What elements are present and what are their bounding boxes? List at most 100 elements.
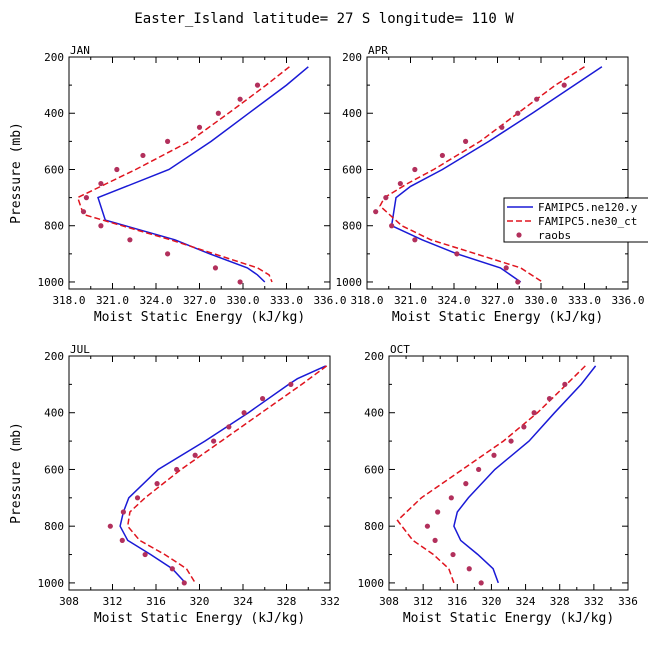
x-tick-label: 336.0 [611, 294, 644, 307]
data-point [192, 452, 198, 458]
data-point [562, 381, 568, 387]
data-point [215, 110, 221, 116]
panel-label: JAN [70, 44, 90, 57]
series-line-solid [97, 66, 309, 283]
x-tick-label: 324.0 [139, 294, 172, 307]
data-point [212, 265, 219, 271]
y-tick-label: 200 [44, 51, 64, 64]
panel-label: JUL [70, 343, 90, 356]
data-point [196, 124, 203, 130]
y-tick-label: 1000 [38, 577, 65, 590]
data-point [478, 580, 484, 586]
data-point [98, 223, 104, 229]
legend-box [503, 197, 648, 243]
data-point [119, 537, 125, 543]
panel-label: APR [368, 44, 388, 57]
x-tick-label: 321.0 [394, 294, 427, 307]
data-point [154, 481, 160, 487]
data-point [134, 495, 141, 501]
data-point [561, 82, 567, 88]
series-line-dashed [396, 365, 586, 584]
plot-frame [68, 56, 331, 290]
data-point [80, 209, 87, 215]
panel-label: OCT [390, 343, 410, 356]
data-point [127, 237, 133, 243]
data-point [515, 279, 521, 285]
x-tick-label: 308 [379, 595, 399, 608]
panel-jul: JUL 200 400 600 800 1000 308 312 316 320 324 328 332… [9, 343, 340, 626]
x-tick-label: 333.0 [270, 294, 303, 307]
x-tick-label: 333.0 [568, 294, 601, 307]
data-point [546, 395, 553, 402]
data-point [531, 410, 537, 416]
data-point [114, 166, 120, 173]
y-tick-label: 600 [364, 463, 384, 476]
y-tick-label: 1000 [336, 276, 363, 289]
series-line-solid [390, 66, 603, 283]
data-point [491, 452, 497, 458]
data-point [211, 438, 217, 444]
data-point [142, 551, 148, 558]
y-axis-label: Pressure (mb) [9, 122, 24, 224]
data-point [521, 424, 527, 430]
x-tick-label: 328 [277, 595, 297, 608]
series-line-solid [453, 365, 597, 584]
data-point [174, 466, 180, 473]
panel-apr: APR 200 400 600 800 1000 318.0 321.0 324.0 327.0 3… [336, 44, 645, 325]
data-point [259, 395, 266, 402]
x-tick-label: 324 [516, 595, 536, 608]
data-point [241, 410, 247, 416]
data-point [98, 180, 104, 187]
series-raobs [107, 381, 294, 586]
x-tick-label: 332 [584, 595, 604, 608]
x-tick-label: 308 [59, 595, 79, 608]
x-tick-label: 318.0 [350, 294, 383, 307]
data-point [107, 523, 113, 529]
data-point [383, 195, 389, 201]
x-tick-label: 316 [447, 595, 467, 608]
data-point [226, 424, 232, 430]
series-raobs [80, 82, 261, 285]
data-point [439, 152, 445, 159]
y-tick-label: 1000 [38, 276, 65, 289]
x-tick-label: 316 [146, 595, 166, 608]
y-tick-label: 400 [44, 107, 64, 120]
data-point [120, 509, 126, 515]
data-point [435, 509, 441, 515]
plot-frame [68, 355, 331, 591]
data-point [181, 580, 187, 586]
data-point [503, 265, 509, 271]
x-tick-label: 336 [618, 595, 638, 608]
data-point [432, 537, 438, 543]
panel-jan: JAN 200 400 600 800 1000 318.0 321.0 324.0 327.0 3… [9, 44, 347, 325]
y-tick-label: 200 [44, 350, 64, 363]
data-point [254, 82, 261, 88]
x-tick-label: 312 [103, 595, 123, 608]
x-axis-label: Moist Static Energy (kJ/kg) [94, 611, 305, 626]
y-tick-label: 600 [342, 163, 362, 176]
series-raobs [373, 82, 567, 285]
series-line-solid [119, 365, 327, 584]
legend-label: FAMIPC5.ne30_ct [538, 215, 637, 228]
y-tick-label: 200 [364, 350, 384, 363]
x-tick-label: 321.0 [96, 294, 129, 307]
data-point [412, 237, 418, 243]
y-tick-label: 800 [364, 520, 384, 533]
x-tick-label: 327.0 [183, 294, 216, 307]
data-point [140, 152, 146, 159]
y-tick-label: 600 [44, 463, 64, 476]
y-tick-label: 600 [44, 163, 64, 176]
legend-label: FAMIPC5.ne120.y [538, 201, 638, 214]
x-tick-label: 318.0 [52, 294, 85, 307]
series-raobs [424, 381, 568, 586]
plot-frame [388, 355, 629, 591]
x-axis-label: Moist Static Energy (kJ/kg) [392, 310, 603, 325]
data-point [454, 251, 460, 257]
data-point [508, 438, 514, 444]
y-tick-label: 400 [342, 107, 362, 120]
data-point [515, 110, 521, 116]
data-point [466, 566, 472, 572]
figure-title: Easter_Island latitude= 27 S longitude= … [134, 11, 514, 27]
data-point [499, 124, 505, 130]
